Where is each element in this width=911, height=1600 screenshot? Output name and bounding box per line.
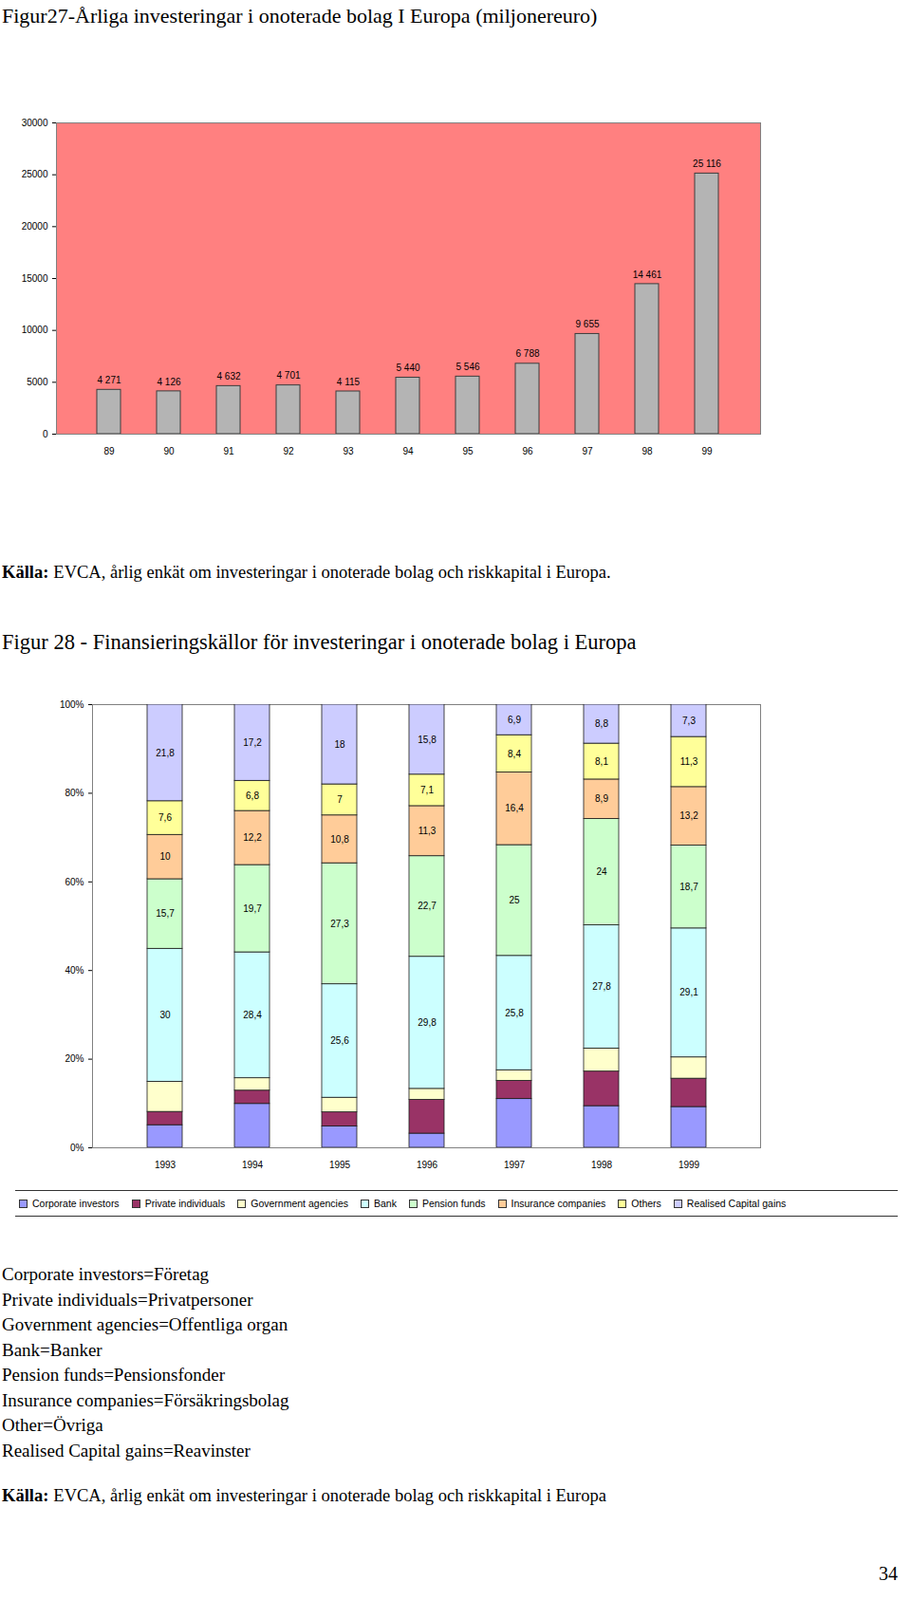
svg-text:22,7: 22,7: [417, 900, 437, 911]
svg-text:1999: 1999: [678, 1159, 701, 1171]
svg-text:95: 95: [462, 446, 474, 457]
svg-text:13,2: 13,2: [679, 810, 699, 821]
html-text:Pension funds=Pensionsfonder: Pension funds=Pensionsfonder: [1, 1364, 225, 1385]
svg-text:15000: 15000: [21, 273, 49, 284]
html-text:Private individuals=Privatpers: Private individuals=Privatpersoner: [1, 1289, 253, 1310]
html-text:Bank: Bank: [373, 1197, 397, 1209]
svg-text:4 701: 4 701: [276, 370, 300, 381]
svg-text:25000: 25000: [21, 168, 49, 180]
svg-text:18: 18: [334, 739, 346, 750]
svg-text:5 440: 5 440: [395, 362, 420, 373]
svg-text:4 115: 4 115: [336, 376, 361, 388]
svg-text:25 116: 25 116: [692, 158, 722, 169]
svg-text:4 126: 4 126: [156, 376, 181, 388]
html-text:Corporate investors=Företag: Corporate investors=Företag: [1, 1264, 209, 1284]
svg-text:96: 96: [521, 446, 534, 457]
svg-text:10000: 10000: [21, 324, 49, 335]
svg-text:11,3: 11,3: [418, 825, 437, 837]
svg-text:4 632: 4 632: [216, 371, 241, 382]
svg-text:0%: 0%: [70, 1142, 85, 1153]
svg-text:6,8: 6,8: [245, 790, 260, 801]
svg-text:7,3: 7,3: [682, 715, 696, 726]
svg-text:60%: 60%: [64, 876, 84, 888]
svg-text:1997: 1997: [503, 1159, 526, 1171]
svg-text:15,7: 15,7: [155, 908, 175, 919]
svg-text:5000: 5000: [26, 376, 49, 388]
html-text:Insurance companies: Insurance companies: [511, 1197, 606, 1209]
svg-text:89: 89: [103, 446, 115, 457]
svg-text:8,8: 8,8: [594, 718, 609, 729]
svg-text:16,4: 16,4: [504, 802, 524, 814]
svg-text:29,1: 29,1: [679, 986, 699, 998]
svg-text:12,2: 12,2: [242, 832, 262, 843]
html-text:Bank=Banker: Bank=Banker: [1, 1339, 103, 1360]
svg-text:92: 92: [282, 446, 295, 457]
html-text:Insurance companies=Försäkring: Insurance companies=Försäkringsbolag: [1, 1389, 289, 1410]
svg-text:15,8: 15,8: [417, 734, 437, 745]
svg-text:8,1: 8,1: [594, 756, 609, 767]
svg-text:93: 93: [342, 446, 354, 457]
svg-text:1993: 1993: [154, 1159, 177, 1171]
svg-text:11,3: 11,3: [680, 756, 699, 767]
html-text:Corporate investors: Corporate investors: [32, 1197, 120, 1209]
svg-text:99: 99: [701, 446, 713, 457]
svg-text:28,4: 28,4: [242, 1009, 262, 1021]
html-text:Private individuals: Private individuals: [144, 1197, 226, 1209]
svg-text:40%: 40%: [64, 965, 84, 976]
svg-text:14 461: 14 461: [632, 269, 663, 280]
svg-text:0: 0: [42, 428, 49, 440]
html-text:Realised Capital gains=Reavins: Realised Capital gains=Reavinster: [1, 1440, 251, 1460]
html-text:Figur 28 - Finansieringskällor: Figur 28 - Finansieringskällor för inves…: [1, 630, 637, 654]
svg-text:5 546: 5 546: [455, 361, 480, 372]
svg-text:20000: 20000: [21, 221, 49, 232]
svg-text:1994: 1994: [241, 1159, 264, 1171]
svg-text:7,1: 7,1: [420, 784, 434, 796]
svg-text:27,8: 27,8: [592, 981, 612, 992]
svg-text:9 655: 9 655: [575, 318, 599, 330]
html-text:34: 34: [878, 1562, 898, 1584]
svg-text:10: 10: [159, 851, 171, 862]
svg-text:80%: 80%: [64, 787, 84, 799]
svg-text:90: 90: [163, 446, 175, 457]
svg-text:1995: 1995: [329, 1159, 352, 1171]
svg-text:7,6: 7,6: [158, 812, 172, 823]
svg-text:94: 94: [402, 446, 414, 457]
svg-text:97: 97: [581, 446, 594, 457]
html-text:Pension funds: Pension funds: [422, 1197, 486, 1209]
svg-text:21,8: 21,8: [155, 747, 175, 759]
html-text:Källa: EVCA, årlig enkät om in: Källa: EVCA, årlig enkät om investeringa…: [1, 1486, 607, 1506]
svg-text:30000: 30000: [21, 117, 49, 129]
svg-text:18,7: 18,7: [679, 881, 699, 893]
svg-text:98: 98: [641, 446, 653, 457]
svg-text:7: 7: [336, 794, 343, 805]
svg-text:10,8: 10,8: [330, 834, 350, 845]
svg-text:19,7: 19,7: [242, 903, 262, 914]
svg-text:6,9: 6,9: [507, 714, 521, 726]
svg-text:1996: 1996: [416, 1159, 439, 1171]
svg-text:8,9: 8,9: [594, 793, 609, 804]
svg-text:29,8: 29,8: [417, 1017, 437, 1028]
svg-text:30: 30: [159, 1009, 171, 1021]
svg-text:100%: 100%: [59, 699, 85, 710]
html-text:Realised Capital gains: Realised Capital gains: [686, 1197, 787, 1209]
svg-text:20%: 20%: [64, 1053, 84, 1064]
html-text:Others: Others: [631, 1197, 662, 1209]
svg-text:8,4: 8,4: [507, 748, 521, 760]
html-text:Källa: EVCA, årlig enkät om in: Källa: EVCA, årlig enkät om investeringa…: [1, 562, 611, 582]
html-text:Government agencies: Government agencies: [250, 1197, 349, 1209]
svg-text:25: 25: [508, 894, 521, 906]
svg-text:1998: 1998: [591, 1159, 614, 1171]
svg-text:25,8: 25,8: [504, 1007, 524, 1019]
html-text:Figur27-Årliga investeringar i: Figur27-Årliga investeringar i onoterade…: [1, 3, 598, 28]
html-text:Government agencies=Offentliga: Government agencies=Offentliga organ: [1, 1314, 288, 1335]
svg-text:17,2: 17,2: [242, 737, 262, 748]
svg-text:91: 91: [223, 446, 235, 457]
svg-text:25,6: 25,6: [330, 1035, 350, 1046]
html-text:Other=Övriga: Other=Övriga: [1, 1414, 104, 1435]
svg-text:4 271: 4 271: [96, 374, 121, 386]
svg-text:24: 24: [595, 866, 608, 877]
svg-text:27,3: 27,3: [330, 918, 350, 930]
svg-text:6 788: 6 788: [515, 348, 540, 359]
